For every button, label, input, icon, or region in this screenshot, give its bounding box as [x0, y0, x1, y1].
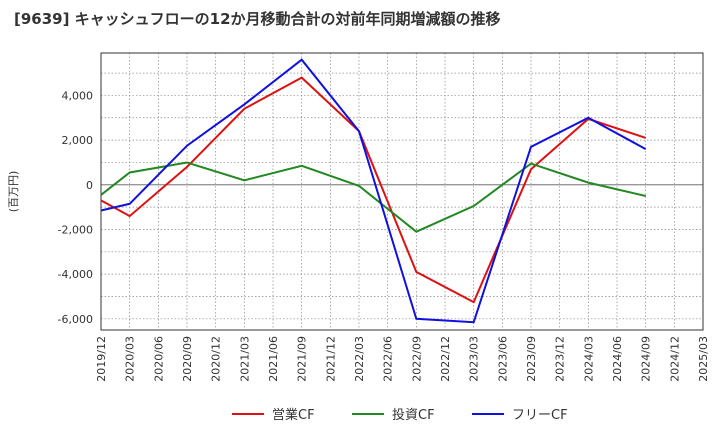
x-tick-label: 2022/03 — [353, 336, 366, 382]
x-tick-label: 2024/06 — [611, 336, 624, 382]
x-tick-label: 2022/06 — [382, 336, 395, 382]
y-tick-label: -2,000 — [58, 223, 93, 236]
x-tick-label: 2021/03 — [238, 336, 251, 382]
series-line-投資CF — [100, 161, 646, 233]
legend-label: フリーCF — [512, 408, 568, 423]
y-tick-label: -6,000 — [58, 313, 93, 326]
grid — [100, 53, 704, 330]
series-lines — [100, 58, 647, 324]
x-tick-label: 2020/09 — [181, 336, 194, 382]
legend: 営業CF 投資CF フリーCF — [232, 407, 568, 423]
x-tick-label: 2023/06 — [496, 336, 509, 382]
legend-label: 営業CF — [272, 407, 315, 423]
axes — [100, 52, 704, 331]
x-tick-label: 2021/12 — [324, 336, 337, 382]
x-tick-label: 2024/12 — [668, 336, 681, 382]
tick-labels: 4,000 2,000 0 -2,000 -4,000 -6,000 (百万円) 2019/1… — [7, 89, 710, 381]
x-tick-label: 2024/09 — [640, 336, 653, 382]
x-tick-label: 2025/03 — [697, 336, 710, 382]
x-tick-label: 2023/03 — [468, 336, 481, 382]
y-axis-label: (百万円) — [7, 171, 20, 213]
x-tick-label: 2023/09 — [525, 336, 538, 382]
x-tick-label: 2021/09 — [296, 336, 309, 382]
x-tick-label: 2020/06 — [152, 336, 165, 382]
x-tick-label: 2023/12 — [554, 336, 567, 382]
y-tick-label: -4,000 — [58, 268, 93, 281]
x-tick-label: 2020/03 — [124, 336, 137, 382]
plot-frame — [100, 52, 704, 331]
series-line-フリーCF — [100, 58, 647, 324]
y-tick-label: 4,000 — [62, 89, 94, 102]
x-tick-label: 2020/12 — [210, 336, 223, 382]
x-tick-label: 2019/12 — [95, 336, 108, 382]
chart-title: [9639] キャッシュフローの12か月移動合計の対前年同期増減額の推移 — [14, 10, 501, 28]
x-tick-label: 2021/06 — [267, 336, 280, 382]
series-line-営業CF — [100, 76, 647, 304]
x-tick-label: 2022/09 — [410, 336, 423, 382]
legend-label: 投資CF — [392, 407, 435, 423]
y-tick-label: 2,000 — [62, 134, 94, 147]
x-tick-label: 2022/12 — [439, 336, 452, 382]
x-tick-label: 2024/03 — [582, 336, 595, 382]
y-tick-label: 0 — [86, 179, 93, 192]
